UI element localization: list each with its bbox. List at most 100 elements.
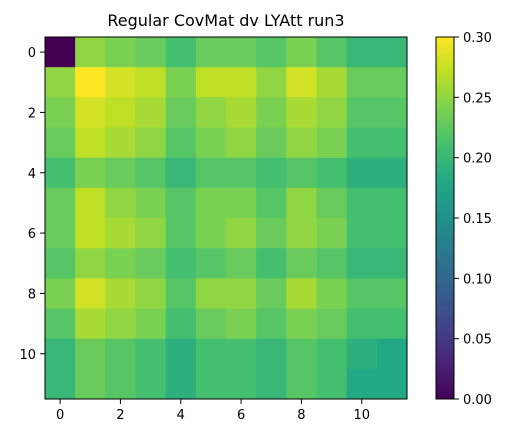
heatmap-cell <box>256 278 287 309</box>
heatmap-cell <box>286 248 317 279</box>
heatmap-cell <box>226 37 257 68</box>
heatmap-cell <box>75 97 106 128</box>
heatmap-cell <box>226 218 257 249</box>
heatmap-cell <box>316 218 348 249</box>
heatmap-cells <box>45 37 408 400</box>
heatmap-cell <box>135 368 167 400</box>
heatmap-cell <box>286 368 317 400</box>
heatmap-cell <box>256 127 287 159</box>
heatmap-cell <box>135 278 167 309</box>
heatmap-cell <box>376 278 408 309</box>
heatmap-cell <box>256 37 287 68</box>
heatmap-cell <box>226 97 257 128</box>
heatmap-cell <box>75 37 106 68</box>
heatmap-cell <box>226 67 257 98</box>
colorbar-tick-label: 0.05 <box>463 333 492 348</box>
heatmap-cell <box>286 127 317 159</box>
heatmap-cell <box>316 127 348 159</box>
y-tick-label: 8 <box>28 287 36 302</box>
heatmap-cell <box>195 248 227 279</box>
heatmap-cell <box>135 157 167 189</box>
heatmap-cell <box>316 278 348 309</box>
heatmap-cell <box>286 338 317 370</box>
heatmap-cell <box>316 248 348 279</box>
heatmap-cell <box>105 278 136 309</box>
heatmap-cell <box>165 187 197 219</box>
heatmap-cell <box>376 37 408 68</box>
heatmap-cell <box>226 278 257 309</box>
heatmap-cell <box>226 248 257 279</box>
heatmap-cell <box>165 248 197 279</box>
heatmap-cell <box>45 368 76 400</box>
heatmap-cell <box>346 127 378 159</box>
heatmap-cell <box>165 338 197 370</box>
x-axis: 0 2 4 6 8 10 <box>56 399 370 423</box>
colorbar-tick-label: 0.10 <box>463 272 492 287</box>
heatmap-cell <box>135 127 167 159</box>
heatmap-cell <box>135 338 167 370</box>
heatmap-cell <box>165 278 197 309</box>
heatmap-cell <box>195 67 227 98</box>
heatmap-cell <box>226 338 257 370</box>
heatmap-cell <box>316 37 348 68</box>
heatmap-cell <box>165 37 197 68</box>
y-tick-label: 4 <box>28 167 36 182</box>
heatmap-cell <box>286 187 317 219</box>
colorbar-axis: 0.00 0.05 0.10 0.15 0.20 0.25 0.30 <box>454 31 492 408</box>
heatmap-cell <box>105 248 136 279</box>
colorbar-tick-label: 0.20 <box>463 152 492 167</box>
heatmap-cell <box>286 218 317 249</box>
x-tick-label: 10 <box>353 408 370 423</box>
heatmap-cell <box>165 157 197 189</box>
heatmap-cell <box>316 67 348 98</box>
heatmap-cell <box>195 97 227 128</box>
heatmap-cell <box>376 187 408 219</box>
heatmap-cell <box>105 368 136 400</box>
heatmap-cell <box>376 67 408 98</box>
y-tick-label: 0 <box>28 46 36 61</box>
heatmap-cell <box>346 218 378 249</box>
heatmap-cell <box>135 37 167 68</box>
colorbar-tick-label: 0.25 <box>463 91 492 106</box>
x-tick-label: 4 <box>177 408 185 423</box>
heatmap-cell <box>165 67 197 98</box>
heatmap-cell <box>75 308 106 340</box>
heatmap-cell <box>376 97 408 128</box>
heatmap-cell <box>135 67 167 98</box>
plot-frame <box>44 36 408 400</box>
heatmap-cell <box>105 218 136 249</box>
heatmap-cell <box>45 187 76 219</box>
heatmap-cell <box>195 157 227 189</box>
heatmap-cell <box>346 368 378 400</box>
heatmap-cell <box>346 248 378 279</box>
heatmap-cell <box>105 157 136 189</box>
heatmap-cell <box>346 338 378 370</box>
heatmap-cell <box>316 368 348 400</box>
heatmap-cell <box>286 308 317 340</box>
heatmap-cell <box>195 127 227 159</box>
heatmap-cell <box>256 218 287 249</box>
y-tick-label: 6 <box>28 227 36 242</box>
heatmap-cell <box>286 67 317 98</box>
heatmap-cell <box>165 127 197 159</box>
heatmap-cell <box>226 127 257 159</box>
heatmap-cell <box>346 157 378 189</box>
heatmap-cell <box>256 157 287 189</box>
heatmap-cell <box>165 97 197 128</box>
heatmap-cell <box>195 187 227 219</box>
heatmap-cell <box>286 97 317 128</box>
heatmap-cell <box>195 308 227 340</box>
heatmap-cell <box>75 218 106 249</box>
heatmap-cell <box>226 157 257 189</box>
heatmap-cell <box>105 127 136 159</box>
heatmap-cell <box>256 368 287 400</box>
x-tick-label: 8 <box>297 408 305 423</box>
heatmap-cell <box>45 97 76 128</box>
heatmap-cell <box>105 308 136 340</box>
heatmap-cell <box>346 278 378 309</box>
heatmap-cell <box>226 368 257 400</box>
y-tick-label: 2 <box>28 106 36 121</box>
heatmap-cell <box>135 248 167 279</box>
heatmap-cell <box>135 187 167 219</box>
